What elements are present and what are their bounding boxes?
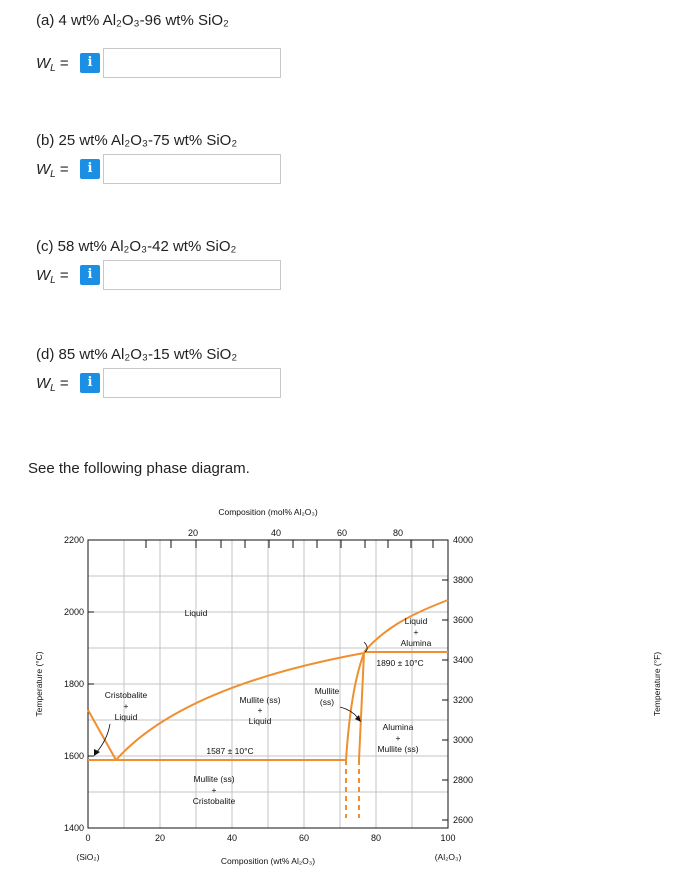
bottom-tick-label: 40 [227,833,237,843]
info-icon[interactable]: i [80,159,100,179]
label-plus: + [258,705,263,715]
right-tick-label: 3600 [453,615,473,625]
label-eutectic-high: 1890 ± 10°C [376,658,423,668]
label-liquid-alumina: Liquid [405,616,428,626]
grid [88,539,448,828]
wl-label-a: WL = [36,55,69,74]
bottom-tick-label: 20 [155,833,165,843]
label-cristobalite-lower: Cristobalite [193,796,236,806]
arrow-mullite-ss [339,706,359,719]
label-alumina-region: Alumina [383,722,414,732]
mullite-solvus-left [345,652,365,761]
left-tick-label: 1800 [64,679,84,689]
bottom-tick-label: 0 [85,833,90,843]
mullite-liquidus [115,652,365,761]
left-tick-label: 1600 [64,751,84,761]
info-icon[interactable]: i [80,265,100,285]
answer-input-c[interactable] [103,260,281,290]
wl-label-b: WL = [36,161,69,180]
question-b-label: (b) 25 wt% Al₂O₃-75 wt% SiO₂ [36,132,238,149]
wl-label-c: WL = [36,267,69,286]
label-liquid-small: Liquid [249,716,272,726]
answer-input-a[interactable] [103,48,281,78]
mullite-solvus-right [358,652,365,761]
left-tick-label: 1400 [64,823,84,833]
question-a-label: (a) 4 wt% Al₂O₃-96 wt% SiO₂ [36,12,229,29]
label-mullite: Mullite [315,686,340,696]
phase-boundaries [87,599,449,818]
top-tick-label: 80 [393,528,403,538]
top-tick-label: 20 [188,528,198,538]
label-mullite-ss: Mullite (ss) [239,695,280,705]
alumina-liquidus [363,599,449,653]
arrowheads [94,715,361,756]
bottom-right-end-label: (Al₂O₃) [435,852,462,862]
left-tick-label: 2000 [64,607,84,617]
arrow-high-eutectic [363,641,368,653]
label-eutectic-low: 1587 ± 10°C [206,746,253,756]
label-plus: + [124,701,129,711]
cristobalite-liquidus [87,709,117,761]
bottom-tick-label: 100 [440,833,455,843]
label-liquid-small: Liquid [115,712,138,722]
bottom-axis-title: Composition (wt% Al₂O₃) [221,856,315,866]
right-tick-label: 3400 [453,655,473,665]
top-axis-title: Composition (mol% Al₂O₃) [218,507,318,517]
phase-diagram: 2200 2000 1800 1600 1400 4000 3800 3600 … [34,507,662,866]
label-mullite-ss-lower: Mullite (ss) [193,774,234,784]
top-tick-label: 60 [337,528,347,538]
wl-label-d: WL = [36,375,69,394]
label-plus: + [414,627,419,637]
left-tick-label: 2200 [64,535,84,545]
label-plus: + [212,785,217,795]
right-tick-label: 2600 [453,815,473,825]
label-plus: + [396,733,401,743]
question-d-label: (d) 85 wt% Al₂O₃-15 wt% SiO₂ [36,346,238,363]
label-cristobalite: Cristobalite [105,690,148,700]
right-tick-label: 4000 [453,535,473,545]
answer-input-b[interactable] [103,154,281,184]
bottom-left-end-label: (SiO₂) [76,852,99,862]
right-tick-marks [442,539,448,821]
right-tick-label: 3000 [453,735,473,745]
right-tick-label: 3800 [453,575,473,585]
question-c-label: (c) 58 wt% Al₂O₃-42 wt% SiO₂ [36,238,237,255]
top-tick-label: 40 [271,528,281,538]
right-tick-label: 2800 [453,775,473,785]
info-icon[interactable]: i [80,373,100,393]
answer-input-d[interactable] [103,368,281,398]
label-liquid: Liquid [185,608,208,618]
bottom-tick-label: 60 [299,833,309,843]
left-axis-title: Temperature (°C) [34,651,44,716]
top-tick-marks [145,540,434,548]
label-mullite-ss-sub: (ss) [320,697,334,707]
instruction-text: See the following phase diagram. [28,460,250,477]
label-alumina: Alumina [401,638,432,648]
label-mullite-ss-region: Mullite (ss) [377,744,418,754]
info-icon[interactable]: i [80,53,100,73]
bottom-tick-label: 80 [371,833,381,843]
right-tick-label: 3200 [453,695,473,705]
right-axis-title: Temperature (°F) [652,652,662,717]
left-tick-marks [88,539,94,829]
